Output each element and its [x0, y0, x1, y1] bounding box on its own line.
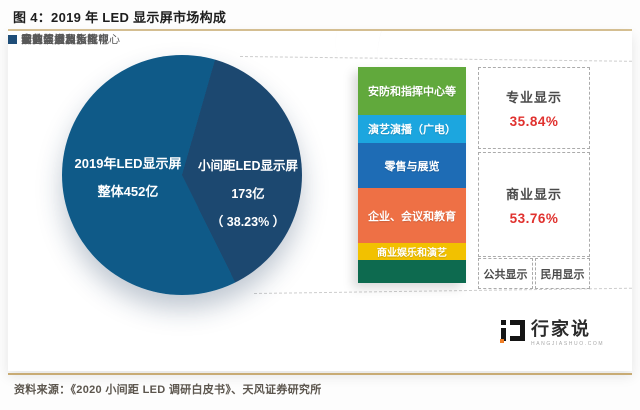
legend-label: 演艺演播 — [21, 34, 65, 46]
legend-item-other: 其他 — [8, 31, 43, 47]
bar-segment-retail: 零售与展览 — [358, 143, 466, 188]
legend-swatch — [8, 35, 17, 44]
legend-label: 商业娱乐和影院 — [21, 34, 98, 46]
category-percent: 35.84% — [509, 114, 559, 129]
legend-label: 安防监控和指挥中心 — [21, 34, 120, 46]
legend-label: 家庭娱乐及大电视 — [21, 34, 109, 46]
bar-segment-security: 安防和指挥中心等 — [358, 67, 466, 115]
figure-title: 图 4：2019 年 LED 显示屏市场构成 — [13, 10, 227, 25]
bar-segment-entertainment: 商业娱乐和演艺 — [358, 243, 466, 260]
bar-segment-other — [358, 260, 466, 283]
bar-segment-broadcast: 演艺演播（广电） — [358, 115, 466, 143]
pie-total-value: 整体452亿 — [97, 184, 159, 199]
bar-segment-enterprise: 企业、会议和教育 — [358, 188, 466, 243]
title-divider — [8, 29, 632, 31]
category-box-public-display: 公共显示 — [478, 258, 533, 289]
stacked-bar: 安防和指挥中心等 演艺演播（广电） 零售与展览 企业、会议和教育 商业娱乐和演艺 — [358, 67, 466, 283]
source-note: 资料来源：《2020 小间距 LED 调研白皮书》、天风证券研究所 — [14, 384, 322, 396]
legend-label: 其他 — [21, 34, 43, 46]
category-label: 公共显示 — [483, 268, 528, 281]
pie-label-total: 2019年LED显示屏 整体452亿 — [68, 150, 188, 206]
category-label: 商业显示 — [505, 186, 562, 202]
chart-card: 2019年LED显示屏 整体452亿 小间距LED显示屏 173亿 （ 38.2… — [8, 31, 632, 371]
pie-chart: 2019年LED显示屏 整体452亿 小间距LED显示屏 173亿 （ 38.2… — [62, 55, 302, 295]
pie-label-small-pitch: 小间距LED显示屏 173亿 （ 38.23% ） — [193, 152, 303, 236]
pie-slice-percent: （ 38.23% ） — [210, 215, 286, 229]
hangjiashuo-logo-icon — [500, 320, 526, 344]
figure-bottom-divider — [8, 373, 632, 375]
hangjiashuo-logo: 行家说 HANGJIASHUO.COM — [500, 318, 604, 347]
category-box-professional-display: 专业显示 35.84% — [478, 67, 590, 149]
logo-tagline: HANGJIASHUO.COM — [531, 341, 605, 347]
pie-slice-name: 小间距LED显示屏 — [197, 159, 298, 173]
logo-name: 行家说 — [531, 319, 591, 339]
legend-label: 企业、会议及教育 — [21, 34, 109, 46]
category-label: 专业显示 — [505, 90, 562, 105]
legend-label: 公共信息展示 — [21, 34, 87, 46]
pie-total-name: 2019年LED显示屏 — [74, 156, 182, 171]
pie-slice-value: 173亿 — [231, 187, 265, 201]
category-box-commercial-display: 商业显示 53.76% — [478, 152, 590, 257]
category-label: 民用显示 — [540, 268, 585, 281]
category-box-civil-display: 民用显示 — [535, 258, 590, 289]
category-percent: 53.76% — [509, 210, 559, 226]
pie-to-bar-connector-top — [239, 56, 632, 62]
legend-label: 零售与展览 — [21, 34, 76, 46]
